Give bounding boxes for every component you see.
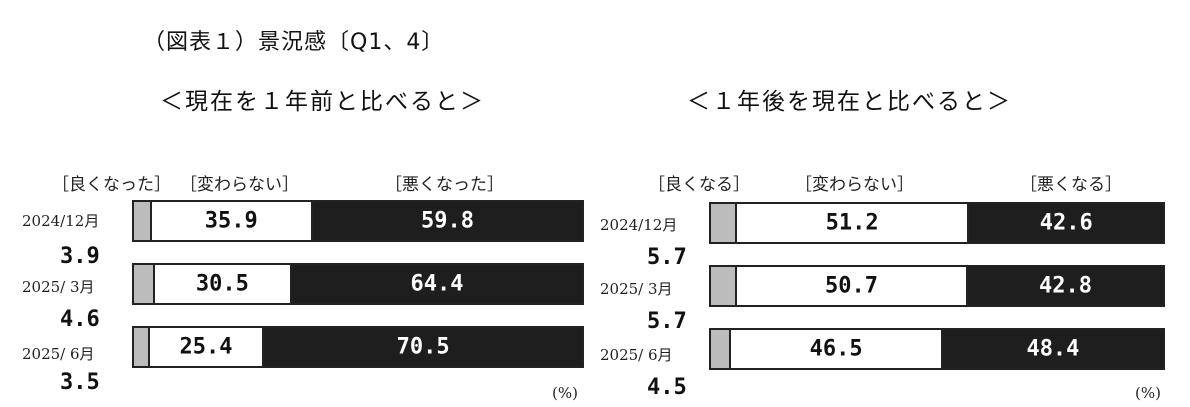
data-label-same: 25.4	[179, 334, 233, 360]
better-value-label: 4.6	[60, 307, 100, 332]
legend-same: ［変わらない］	[180, 175, 299, 195]
chart-title: ＜１年後を現在と比べると＞	[687, 89, 1012, 115]
page-title: （図表１）景況感〔Q1、4〕	[143, 30, 445, 55]
stacked-bar: 50.7 42.8	[709, 265, 1165, 307]
data-label-same: 51.2	[825, 210, 879, 236]
bar-segment-same: 35.9	[151, 202, 313, 240]
bar-segment-worse: 42.8	[967, 267, 1163, 305]
bar-segment-worse: 70.5	[264, 328, 582, 366]
better-value-label: 5.7	[647, 309, 687, 334]
data-label-worse: 42.8	[1038, 273, 1092, 299]
bar-segment-worse: 48.4	[942, 330, 1163, 368]
chart-title: ＜現在を１年前と比べると＞	[160, 89, 485, 115]
bar-segment-worse: 64.4	[292, 265, 582, 303]
row-date-label: 2024/12月	[600, 216, 678, 234]
bar-segment-worse: 59.8	[313, 202, 582, 240]
better-value-label: 5.7	[647, 245, 687, 270]
bar-segment-better	[711, 330, 732, 368]
legend-better: ［良くなる］	[648, 175, 750, 195]
data-label-same: 46.5	[809, 336, 863, 362]
row-date-label: 2025/ 3月	[600, 280, 673, 298]
unit-label: (%)	[552, 384, 578, 402]
better-value-label: 4.5	[647, 375, 687, 400]
stacked-bar: 25.4 70.5	[132, 326, 584, 368]
unit-label: (%)	[1135, 384, 1161, 402]
legend-worse: ［悪くなる］	[1020, 175, 1122, 195]
bar-segment-better	[134, 328, 150, 366]
stacked-bar: 30.5 64.4	[132, 263, 584, 305]
data-label-worse: 70.5	[396, 334, 450, 360]
data-label-same: 30.5	[195, 271, 249, 297]
bar-segment-better	[134, 265, 155, 303]
bar-segment-same: 46.5	[731, 330, 943, 368]
data-label-same: 50.7	[824, 273, 878, 299]
stacked-bar: 46.5 48.4	[709, 328, 1165, 370]
legend-better: ［良くなった］	[52, 175, 171, 195]
data-label-same: 35.9	[204, 208, 258, 234]
better-value-label: 3.9	[60, 244, 100, 269]
row-date-label: 2025/ 3月	[22, 278, 95, 296]
bar-segment-better	[711, 267, 737, 305]
bar-segment-same: 25.4	[149, 328, 265, 366]
legend-same: ［変わらない］	[795, 175, 914, 195]
data-label-worse: 42.6	[1039, 210, 1093, 236]
data-label-worse: 48.4	[1026, 336, 1080, 362]
legend-worse: ［悪くなった］	[385, 175, 504, 195]
bar-segment-better	[134, 202, 152, 240]
row-date-label: 2025/ 6月	[22, 345, 95, 363]
row-date-label: 2025/ 6月	[600, 346, 673, 364]
row-date-label: 2024/12月	[22, 212, 100, 230]
chart-panel-current-vs-last-year: ＜現在を１年前と比べると＞ ［良くなった］ ［変わらない］ ［悪くなった］ (%…	[22, 89, 584, 402]
stacked-bar: 35.9 59.8	[132, 200, 584, 242]
stacked-bar: 51.2 42.6	[709, 202, 1165, 244]
bar-segment-same: 30.5	[154, 265, 293, 303]
data-label-worse: 59.8	[421, 208, 474, 234]
bar-segment-same: 50.7	[736, 267, 968, 305]
better-value-label: 3.5	[60, 370, 100, 395]
bar-segment-same: 51.2	[736, 204, 970, 242]
bar-segment-worse: 42.6	[969, 204, 1163, 242]
data-label-worse: 64.4	[410, 271, 464, 297]
bar-segment-better	[711, 204, 737, 242]
